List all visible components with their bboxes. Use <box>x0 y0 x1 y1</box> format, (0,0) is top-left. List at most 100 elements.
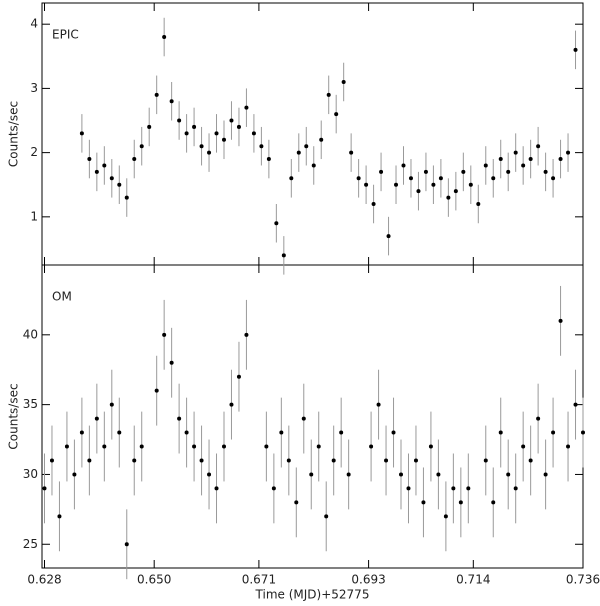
data-point <box>177 416 182 421</box>
data-point <box>401 163 406 168</box>
data-point <box>356 176 361 181</box>
data-point <box>386 234 391 239</box>
data-point <box>423 169 428 174</box>
data-point <box>528 458 533 463</box>
data-point <box>147 124 152 129</box>
data-point <box>513 150 518 155</box>
data-point <box>207 472 212 477</box>
data-point <box>399 472 404 477</box>
data-point <box>102 444 107 449</box>
data-point <box>109 176 114 181</box>
data-point <box>339 430 344 435</box>
data-point <box>421 500 426 505</box>
data-point <box>244 332 249 337</box>
data-point <box>79 131 84 136</box>
data-point <box>207 150 212 155</box>
data-point <box>573 47 578 52</box>
data-point <box>281 253 286 258</box>
data-point <box>551 176 556 181</box>
data-point <box>498 430 503 435</box>
data-point <box>376 402 381 407</box>
data-point <box>521 163 526 168</box>
data-point <box>199 144 204 149</box>
y-tick-label: 35 <box>23 397 38 411</box>
data-point <box>184 430 189 435</box>
panel-label: EPIC <box>52 28 79 42</box>
data-point <box>408 176 413 181</box>
data-point <box>428 444 433 449</box>
data-point <box>286 458 291 463</box>
data-point <box>384 458 389 463</box>
data-point <box>301 416 306 421</box>
data-point <box>132 458 137 463</box>
data-point <box>371 201 376 206</box>
data-point <box>581 430 585 435</box>
data-point <box>416 189 421 194</box>
y-tick-label: 3 <box>30 81 38 95</box>
data-point <box>491 176 496 181</box>
data-point <box>294 500 299 505</box>
data-point <box>446 195 451 200</box>
data-point <box>139 144 144 149</box>
data-point <box>483 458 488 463</box>
data-point <box>341 79 346 84</box>
y-tick-label: 2 <box>30 145 38 159</box>
data-point <box>221 137 226 142</box>
y-tick-label: 25 <box>23 537 38 551</box>
data-point <box>279 430 284 435</box>
data-point <box>431 182 436 187</box>
data-point <box>154 388 159 393</box>
data-point <box>214 131 219 136</box>
y-tick-label: 4 <box>30 17 38 31</box>
panel-frame <box>41 264 584 569</box>
data-point <box>331 458 336 463</box>
data-point <box>349 150 354 155</box>
data-point <box>304 144 309 149</box>
data-point <box>184 131 189 136</box>
data-point <box>87 157 92 162</box>
data-point <box>162 35 167 40</box>
data-point <box>443 514 448 519</box>
data-point <box>458 500 463 505</box>
data-point <box>394 182 399 187</box>
data-point <box>154 92 159 97</box>
data-point <box>326 92 331 97</box>
x-tick-label: 0.650 <box>137 573 171 587</box>
x-tick-label: 0.671 <box>242 573 276 587</box>
data-point <box>102 163 107 168</box>
y-axis-label: Counts/sec <box>7 101 21 167</box>
x-tick-label: 0.736 <box>566 573 600 587</box>
data-point <box>87 458 92 463</box>
data-point <box>536 416 541 421</box>
data-point <box>214 486 219 491</box>
x-tick-label: 0.628 <box>27 573 61 587</box>
data-point <box>558 318 563 323</box>
data-point <box>543 472 548 477</box>
data-point <box>483 163 488 168</box>
y-tick-label: 30 <box>23 467 38 481</box>
data-point <box>521 444 526 449</box>
data-point <box>42 486 47 491</box>
x-tick-label: 0.714 <box>456 573 490 587</box>
data-point <box>264 444 269 449</box>
data-point <box>117 430 122 435</box>
data-point <box>551 430 556 435</box>
data-point <box>94 169 99 174</box>
data-point <box>364 182 369 187</box>
data-point <box>79 430 84 435</box>
data-point <box>438 176 443 181</box>
data-point <box>251 131 256 136</box>
data-point <box>244 105 249 110</box>
data-point <box>296 150 301 155</box>
data-point <box>506 472 511 477</box>
data-point <box>558 157 563 162</box>
data-point <box>236 124 241 129</box>
data-point <box>139 444 144 449</box>
data-point <box>468 182 473 187</box>
data-point <box>199 458 204 463</box>
data-point <box>491 500 496 505</box>
data-point <box>289 176 294 181</box>
data-point <box>124 195 129 200</box>
data-point <box>236 374 241 379</box>
data-point <box>64 444 69 449</box>
